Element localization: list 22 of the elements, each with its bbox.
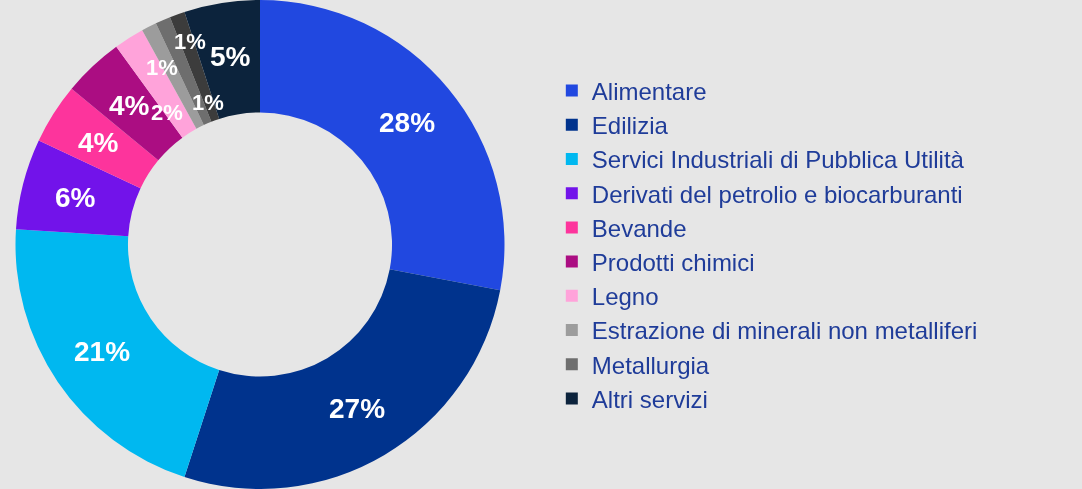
data-label: 5% <box>210 41 251 72</box>
donut-slice <box>260 0 505 291</box>
legend-label: Estrazione di minerali non metalliferi <box>591 317 978 345</box>
data-label: 4% <box>109 90 150 121</box>
legend-label: Prodotti chimici <box>591 248 755 276</box>
legend-label: Metallurgia <box>591 351 710 379</box>
legend-label: Legno <box>591 283 659 311</box>
legend-label: Derivati del petrolio e biocarburanti <box>591 180 963 208</box>
donut-slice <box>184 269 501 489</box>
data-label: 1% <box>192 90 224 115</box>
donut-slice <box>15 229 220 478</box>
data-label: 27% <box>329 393 386 424</box>
legend-label: Altri servizi <box>591 385 708 413</box>
data-label: 4% <box>78 127 119 158</box>
data-label: 6% <box>55 182 96 213</box>
legend-label: Alimentare <box>591 77 707 105</box>
legend-label: Servici Industriali di Pubblica Utilità <box>591 146 965 174</box>
data-label: 1% <box>174 29 206 54</box>
data-label: 21% <box>74 336 131 367</box>
data-label: 28% <box>379 107 436 138</box>
legend-label: Bevande <box>591 214 687 242</box>
legend-label: Edilizia <box>591 112 669 140</box>
